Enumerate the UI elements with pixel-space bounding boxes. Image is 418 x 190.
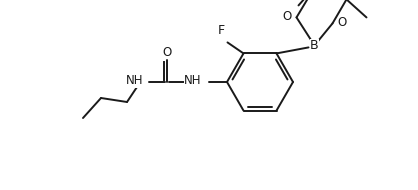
Text: F: F: [218, 25, 225, 37]
Text: O: O: [282, 10, 291, 23]
Text: O: O: [337, 16, 347, 29]
Text: NH: NH: [125, 74, 143, 88]
Text: O: O: [162, 45, 172, 59]
Text: NH: NH: [184, 74, 201, 88]
Text: B: B: [310, 39, 319, 52]
